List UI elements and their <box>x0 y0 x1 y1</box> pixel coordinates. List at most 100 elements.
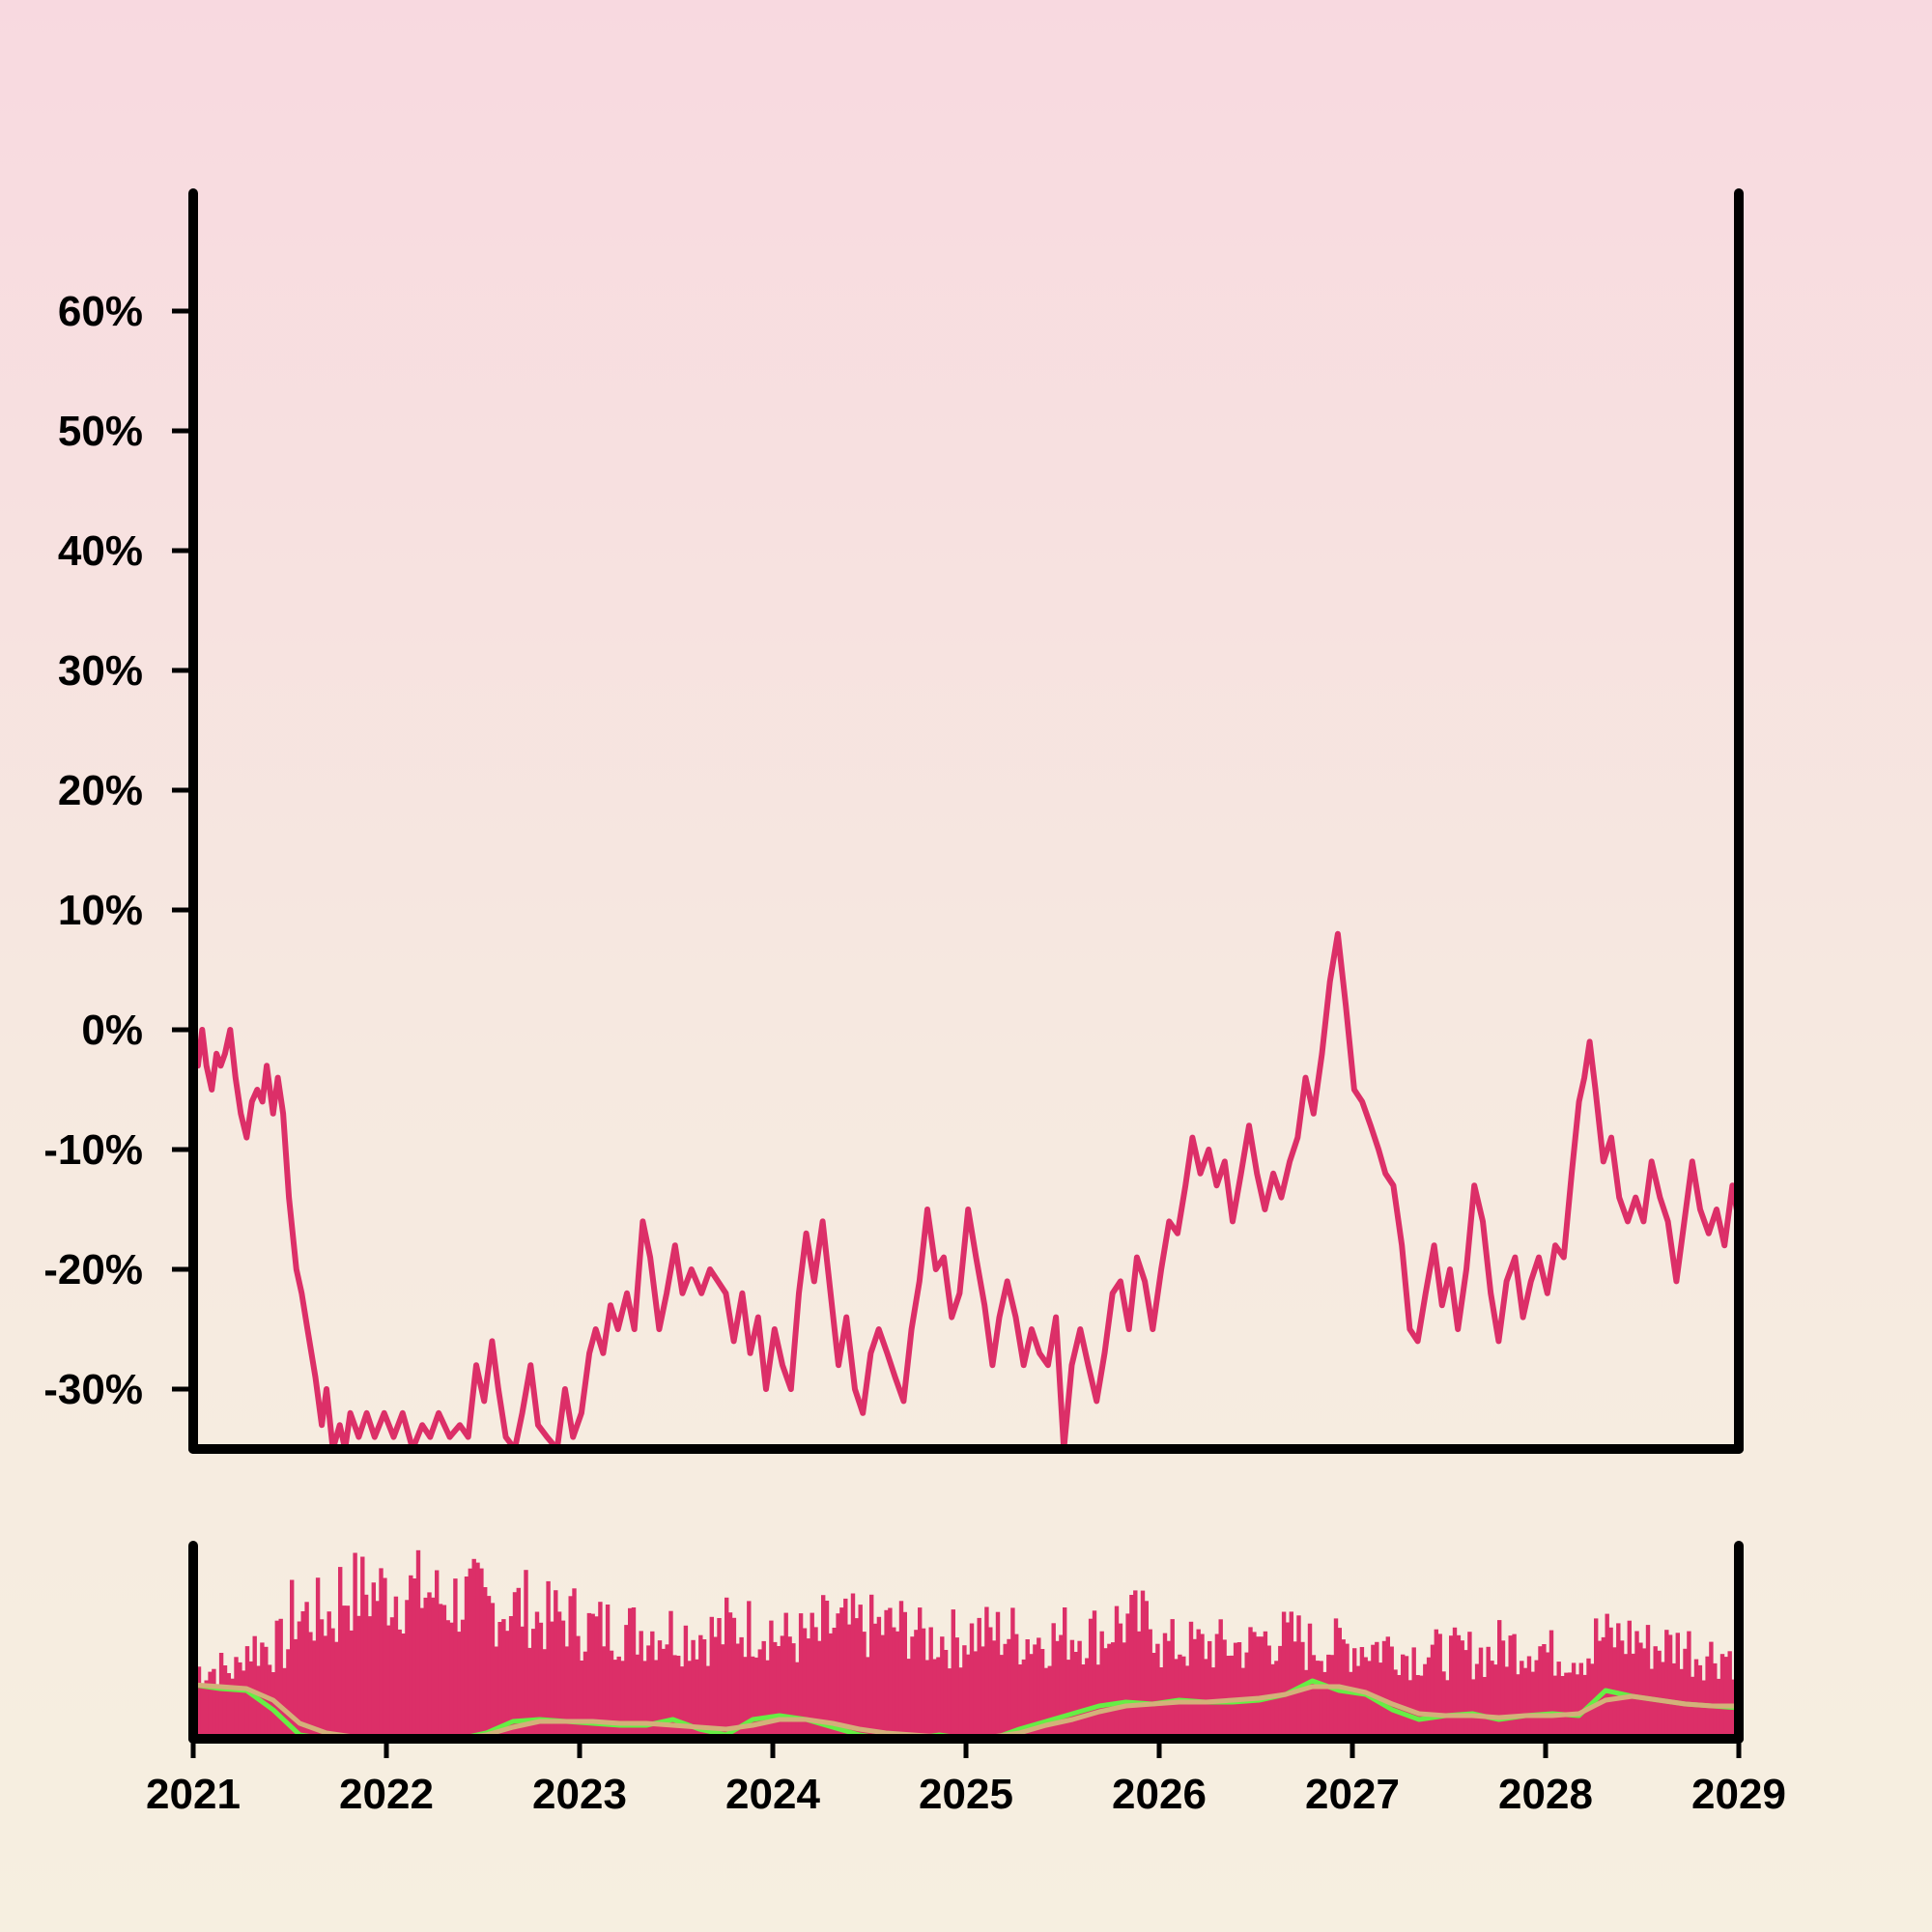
volume-bar <box>338 1567 343 1739</box>
volume-bar <box>977 1617 981 1739</box>
volume-bar <box>1605 1613 1609 1739</box>
volume-bar <box>1571 1662 1577 1739</box>
volume-bar <box>668 1610 673 1739</box>
volume-bar <box>1166 1640 1172 1739</box>
volume-bar <box>531 1629 536 1739</box>
volume-bar <box>850 1593 856 1739</box>
volume-bar <box>973 1651 979 1739</box>
volume-bar <box>902 1611 907 1739</box>
volume-bar <box>695 1659 699 1739</box>
volume-bar <box>1460 1640 1464 1739</box>
volume-bar <box>962 1645 967 1739</box>
volume-bar <box>1478 1647 1484 1739</box>
volume-bar <box>572 1588 577 1739</box>
volume-bar <box>1256 1636 1261 1739</box>
volume-bar <box>580 1661 584 1739</box>
volume-bar <box>1085 1658 1090 1739</box>
volume-bar <box>791 1643 796 1739</box>
volume-bar <box>843 1598 848 1739</box>
volume-bar <box>1657 1650 1662 1739</box>
volume-bar <box>1705 1656 1710 1739</box>
volume-bar <box>761 1640 766 1739</box>
volume-bar <box>1690 1676 1695 1739</box>
volume-bar <box>308 1632 313 1739</box>
volume-bar <box>564 1646 569 1739</box>
x-tick-label: 2025 <box>919 1771 1013 1818</box>
volume-bar <box>1151 1653 1156 1739</box>
volume-bar <box>1188 1621 1194 1739</box>
volume-bar <box>836 1613 840 1739</box>
volume-bar <box>1500 1640 1506 1739</box>
volume-bar <box>1214 1634 1220 1739</box>
volume-bar <box>1723 1657 1728 1739</box>
main-price-panel: -30% -20% -10% 0% 10% 20% 30% 40% 50% 60% <box>43 188 1744 1454</box>
volume-bar <box>1578 1662 1583 1739</box>
volume-bar <box>717 1618 722 1739</box>
volume-bar <box>1423 1663 1428 1739</box>
volume-bar <box>300 1611 305 1739</box>
volume-bar <box>628 1607 633 1739</box>
volume-bar <box>1367 1661 1372 1739</box>
volume-bar <box>1200 1634 1205 1739</box>
volume-bar <box>921 1628 926 1739</box>
volume-bar <box>560 1620 566 1739</box>
volume-bar <box>483 1587 488 1739</box>
volume-bar <box>1055 1640 1060 1739</box>
volume-bar <box>1204 1659 1208 1739</box>
y-tick-label: 50% <box>58 408 143 455</box>
volume-bar <box>1355 1665 1361 1739</box>
volume-bar <box>1482 1677 1487 1739</box>
volume-bar <box>1192 1638 1197 1739</box>
volume-bar <box>1445 1680 1450 1739</box>
volume-bar <box>505 1631 510 1739</box>
volume-bar <box>1546 1652 1550 1739</box>
volume-bar <box>248 1661 254 1739</box>
volume-bar <box>1675 1633 1680 1739</box>
volume-bar <box>1296 1615 1301 1739</box>
volume-bar <box>475 1562 480 1739</box>
volume-bar <box>538 1622 544 1739</box>
volume-bar <box>713 1636 718 1739</box>
volume-bar <box>1709 1641 1714 1739</box>
volume-bar <box>1218 1619 1223 1739</box>
volume-bar <box>1337 1628 1342 1739</box>
volume-bar <box>556 1611 562 1739</box>
volume-bar <box>568 1596 573 1739</box>
volume-bar <box>1542 1644 1547 1739</box>
y-tick-label: -10% <box>43 1126 143 1174</box>
y-tick-label: 30% <box>58 647 143 695</box>
volume-bar <box>1136 1631 1142 1739</box>
volume-bar <box>1667 1634 1673 1739</box>
volume-bar <box>330 1628 335 1739</box>
volume-bar <box>862 1632 867 1739</box>
volume-bar <box>208 1671 213 1739</box>
volume-bar <box>297 1621 302 1739</box>
volume-bar <box>821 1595 826 1739</box>
volume-bar <box>1434 1629 1438 1739</box>
volume-bar <box>898 1601 904 1739</box>
volume-bar <box>1111 1642 1116 1739</box>
volume-bar <box>605 1605 611 1739</box>
volume-bar <box>582 1651 588 1739</box>
volume-bar <box>1456 1634 1462 1739</box>
volume-bar <box>1697 1664 1703 1739</box>
volume-bar <box>824 1601 830 1739</box>
volume-bar <box>1638 1642 1643 1739</box>
volume-bar <box>1556 1662 1561 1739</box>
volume-bar <box>709 1616 714 1739</box>
volume-bar <box>386 1625 391 1739</box>
volume-bar <box>687 1661 692 1739</box>
volume-bar <box>731 1617 737 1739</box>
volume-bar <box>839 1607 844 1739</box>
volume-bar <box>527 1647 532 1739</box>
volume-bar <box>534 1611 540 1739</box>
volume-bar <box>650 1631 655 1739</box>
volume-bar <box>1047 1665 1052 1739</box>
volume-bar <box>1371 1644 1376 1739</box>
volume-bar <box>892 1627 896 1739</box>
volume-bar <box>783 1612 788 1739</box>
volume-bar <box>520 1626 525 1739</box>
volume-bar <box>360 1556 365 1739</box>
volume-bar <box>1077 1640 1082 1739</box>
